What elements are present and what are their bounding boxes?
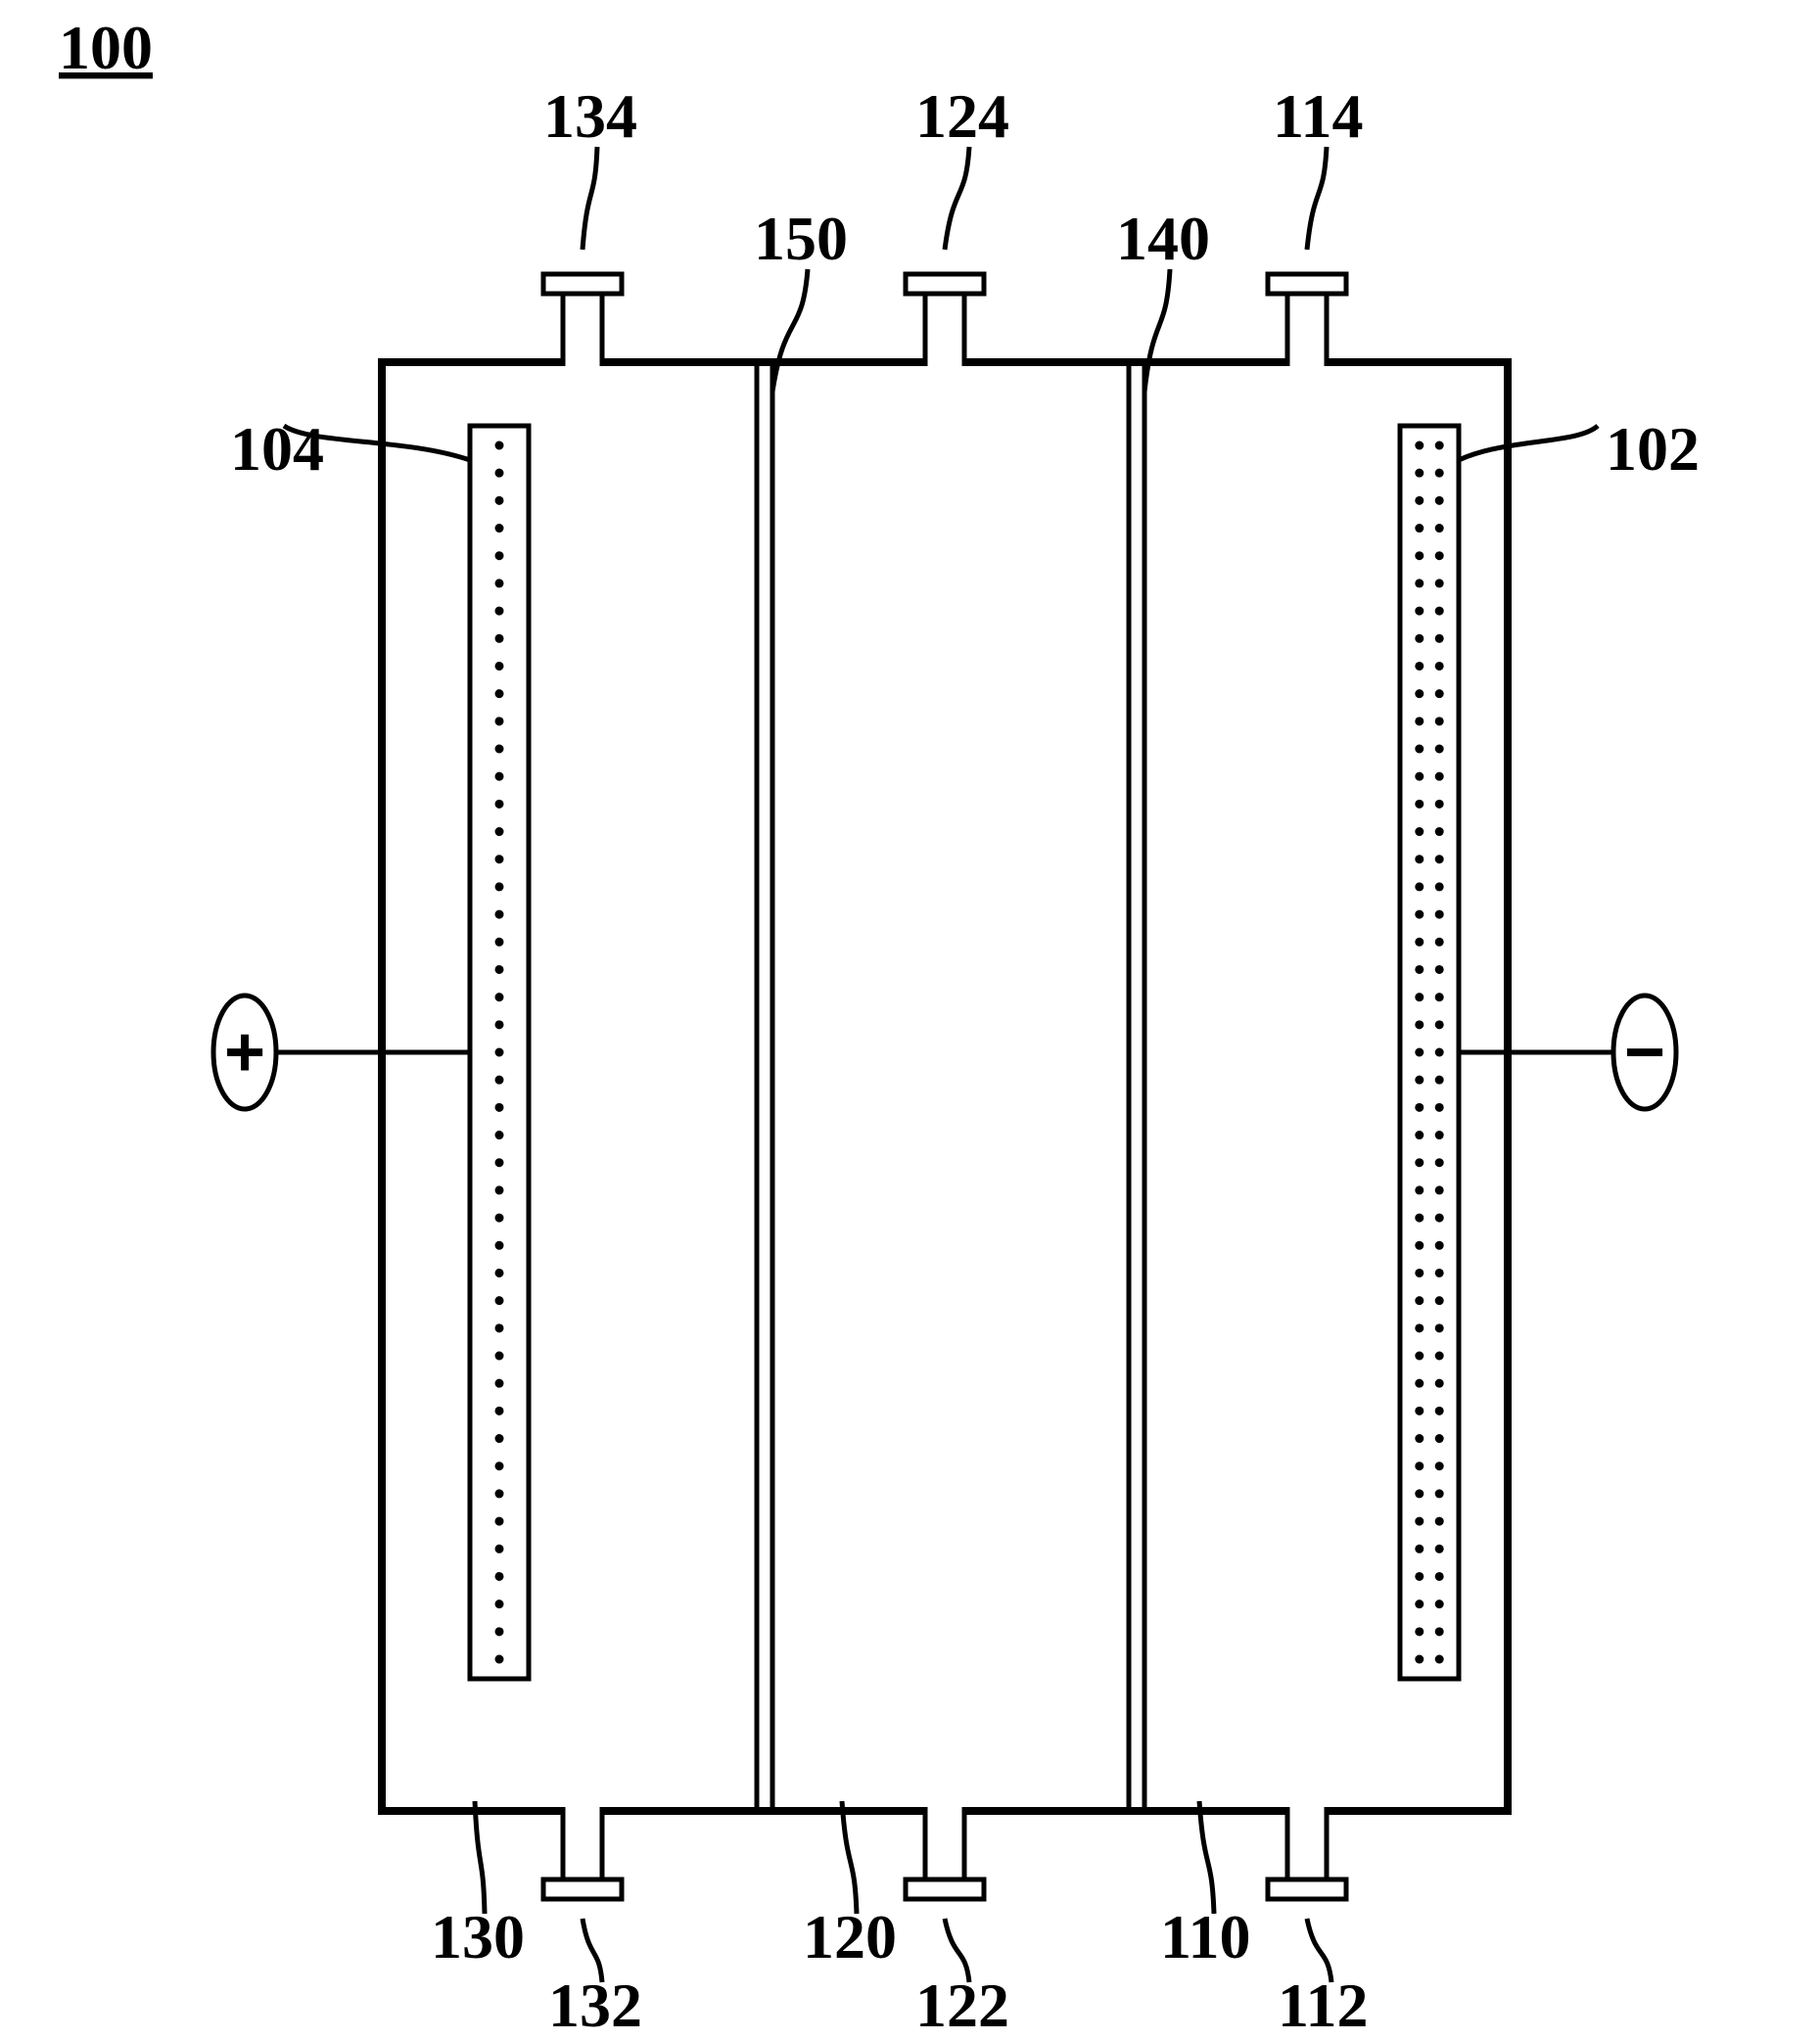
ref-120-leader xyxy=(842,1801,857,1914)
ref-132-label: 132 xyxy=(548,1970,642,2040)
ref-150-label: 150 xyxy=(754,204,848,273)
ref-130-leader xyxy=(475,1801,485,1914)
electrode-104 xyxy=(470,426,529,1679)
electrode-102 xyxy=(1400,426,1459,1679)
ref-112: 112 xyxy=(1278,1919,1368,2040)
ref-140-leader xyxy=(1144,269,1170,392)
ref-102: 102 xyxy=(1459,414,1700,484)
cell-container xyxy=(382,362,1508,1811)
ref-124: 124 xyxy=(915,81,1009,250)
ref-104-label: 104 xyxy=(230,414,324,484)
port-114 xyxy=(1268,274,1346,362)
ref-134-label: 134 xyxy=(543,81,637,151)
membrane-140 xyxy=(1129,362,1144,1811)
ref-120-label: 120 xyxy=(803,1902,897,1971)
ref-120: 120 xyxy=(803,1801,897,1971)
ref-100: 100 xyxy=(59,13,153,82)
ref-140-label: 140 xyxy=(1116,204,1210,273)
ref-132: 132 xyxy=(548,1919,642,2040)
terminal-negative-sign: − xyxy=(1624,1013,1665,1091)
ref-124-leader xyxy=(945,147,969,250)
ref-130-label: 130 xyxy=(431,1902,525,1971)
ref-102-label: 102 xyxy=(1606,414,1700,484)
ref-122: 122 xyxy=(915,1919,1009,2040)
ref-124-label: 124 xyxy=(915,81,1009,151)
terminal-positive-sign: + xyxy=(224,1013,265,1091)
ref-114: 114 xyxy=(1273,81,1363,250)
ref-114-label: 114 xyxy=(1273,81,1363,151)
ref-134-leader xyxy=(583,147,597,250)
ref-110: 110 xyxy=(1160,1801,1250,1971)
ref-114-leader xyxy=(1307,147,1327,250)
port-132 xyxy=(543,1811,622,1899)
ref-102-leader xyxy=(1459,426,1598,460)
membrane-150 xyxy=(757,362,772,1811)
ref-100-label: 100 xyxy=(59,13,153,82)
ref-112-label: 112 xyxy=(1278,1970,1368,2040)
ref-134: 134 xyxy=(543,81,637,250)
port-112 xyxy=(1268,1811,1346,1899)
port-124 xyxy=(906,274,984,362)
ref-122-label: 122 xyxy=(915,1970,1009,2040)
ref-110-label: 110 xyxy=(1160,1902,1250,1971)
ref-130: 130 xyxy=(431,1801,525,1971)
terminal-positive: + xyxy=(213,996,470,1109)
ref-110-leader xyxy=(1199,1801,1214,1914)
terminal-negative: − xyxy=(1459,996,1676,1109)
ref-104: 104 xyxy=(230,414,470,484)
ref-150-leader xyxy=(772,269,808,392)
port-122 xyxy=(906,1811,984,1899)
port-134 xyxy=(543,274,622,362)
